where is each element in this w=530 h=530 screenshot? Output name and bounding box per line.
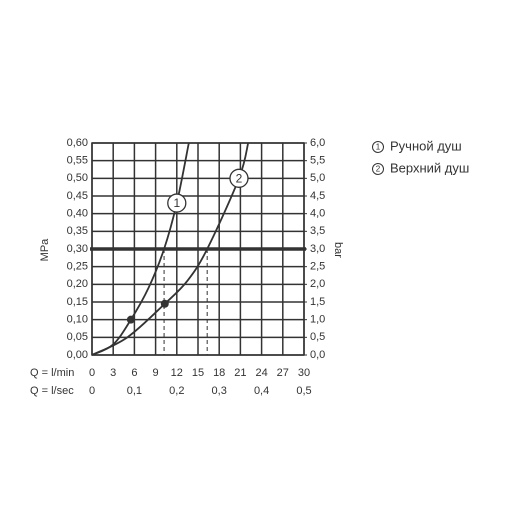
legend-symbol-label: 2 [376, 165, 381, 174]
legend-symbol [372, 163, 384, 175]
plot-frame [91, 142, 305, 356]
legend-label: Верхний душ [390, 160, 469, 175]
x-tick-label: 30 [298, 367, 310, 379]
legend-symbol-label: 1 [376, 143, 381, 152]
x-tick-label: 27 [277, 367, 289, 379]
x-tick-label: 18 [213, 367, 225, 379]
y-tick-label: 0,60 [67, 137, 88, 149]
x2-tick-label: 0 [89, 385, 95, 397]
x-tick-label: 6 [131, 367, 137, 379]
y2-tick-label: 6,0 [310, 137, 325, 149]
y2-tick-label: 1,0 [310, 314, 325, 326]
x2-tick-label: 0,3 [212, 385, 227, 397]
y2-tick-label: 0,0 [310, 349, 325, 361]
point [160, 299, 169, 308]
x2-tick-label: 0,1 [127, 385, 142, 397]
y2-axis-title: bar [332, 242, 344, 258]
y2-tick-label: 3,5 [310, 225, 325, 237]
y-tick-label: 0,15 [67, 296, 88, 308]
x2-tick-label: 0,5 [296, 385, 311, 397]
y-tick-label: 0,45 [67, 190, 88, 202]
y-tick-label: 0,00 [67, 349, 88, 361]
y2-tick-label: 1,5 [310, 296, 325, 308]
y2-tick-label: 3,0 [310, 243, 325, 255]
y-tick-label: 0,30 [67, 243, 88, 255]
x-tick-label: 24 [255, 367, 267, 379]
x2-tick-label: 0,2 [169, 385, 184, 397]
x-tick-label: 15 [192, 367, 204, 379]
curve-label-circle [229, 168, 249, 188]
y-tick-label: 0,50 [67, 172, 88, 184]
y-tick-label: 0,20 [67, 278, 88, 290]
y-tick-label: 0,10 [67, 314, 88, 326]
x-tick-label: 21 [234, 367, 246, 379]
x-tick-label: 0 [89, 367, 95, 379]
y2-tick-label: 5,0 [310, 172, 325, 184]
x2-tick-label: 0,4 [254, 385, 269, 397]
y-tick-label: 0,55 [67, 155, 88, 167]
y-tick-label: 0,40 [67, 208, 88, 220]
x2-axis-title: Q = l/sec [30, 385, 74, 397]
x-tick-label: 9 [153, 367, 159, 379]
y2-tick-label: 4,0 [310, 208, 325, 220]
curve-label: 2 [236, 172, 243, 186]
point [126, 315, 135, 324]
legend-label: Ручной душ [390, 138, 462, 153]
y2-tick-label: 5,5 [310, 155, 325, 167]
y2-tick-label: 2,0 [310, 278, 325, 290]
y2-tick-label: 4,5 [310, 190, 325, 202]
y-axis-title: MPa [39, 238, 51, 262]
x-tick-label: 12 [171, 367, 183, 379]
x-axis-title: Q = l/min [30, 367, 74, 379]
curve-label-circle [167, 193, 187, 213]
y2-tick-label: 0,5 [310, 331, 325, 343]
y-tick-label: 0,35 [67, 225, 88, 237]
x-tick-label: 3 [110, 367, 116, 379]
y-tick-label: 0,25 [67, 261, 88, 273]
curve-label: 1 [173, 196, 180, 210]
y2-tick-label: 2,5 [310, 261, 325, 273]
y-tick-label: 0,05 [67, 331, 88, 343]
legend-symbol [372, 141, 384, 153]
